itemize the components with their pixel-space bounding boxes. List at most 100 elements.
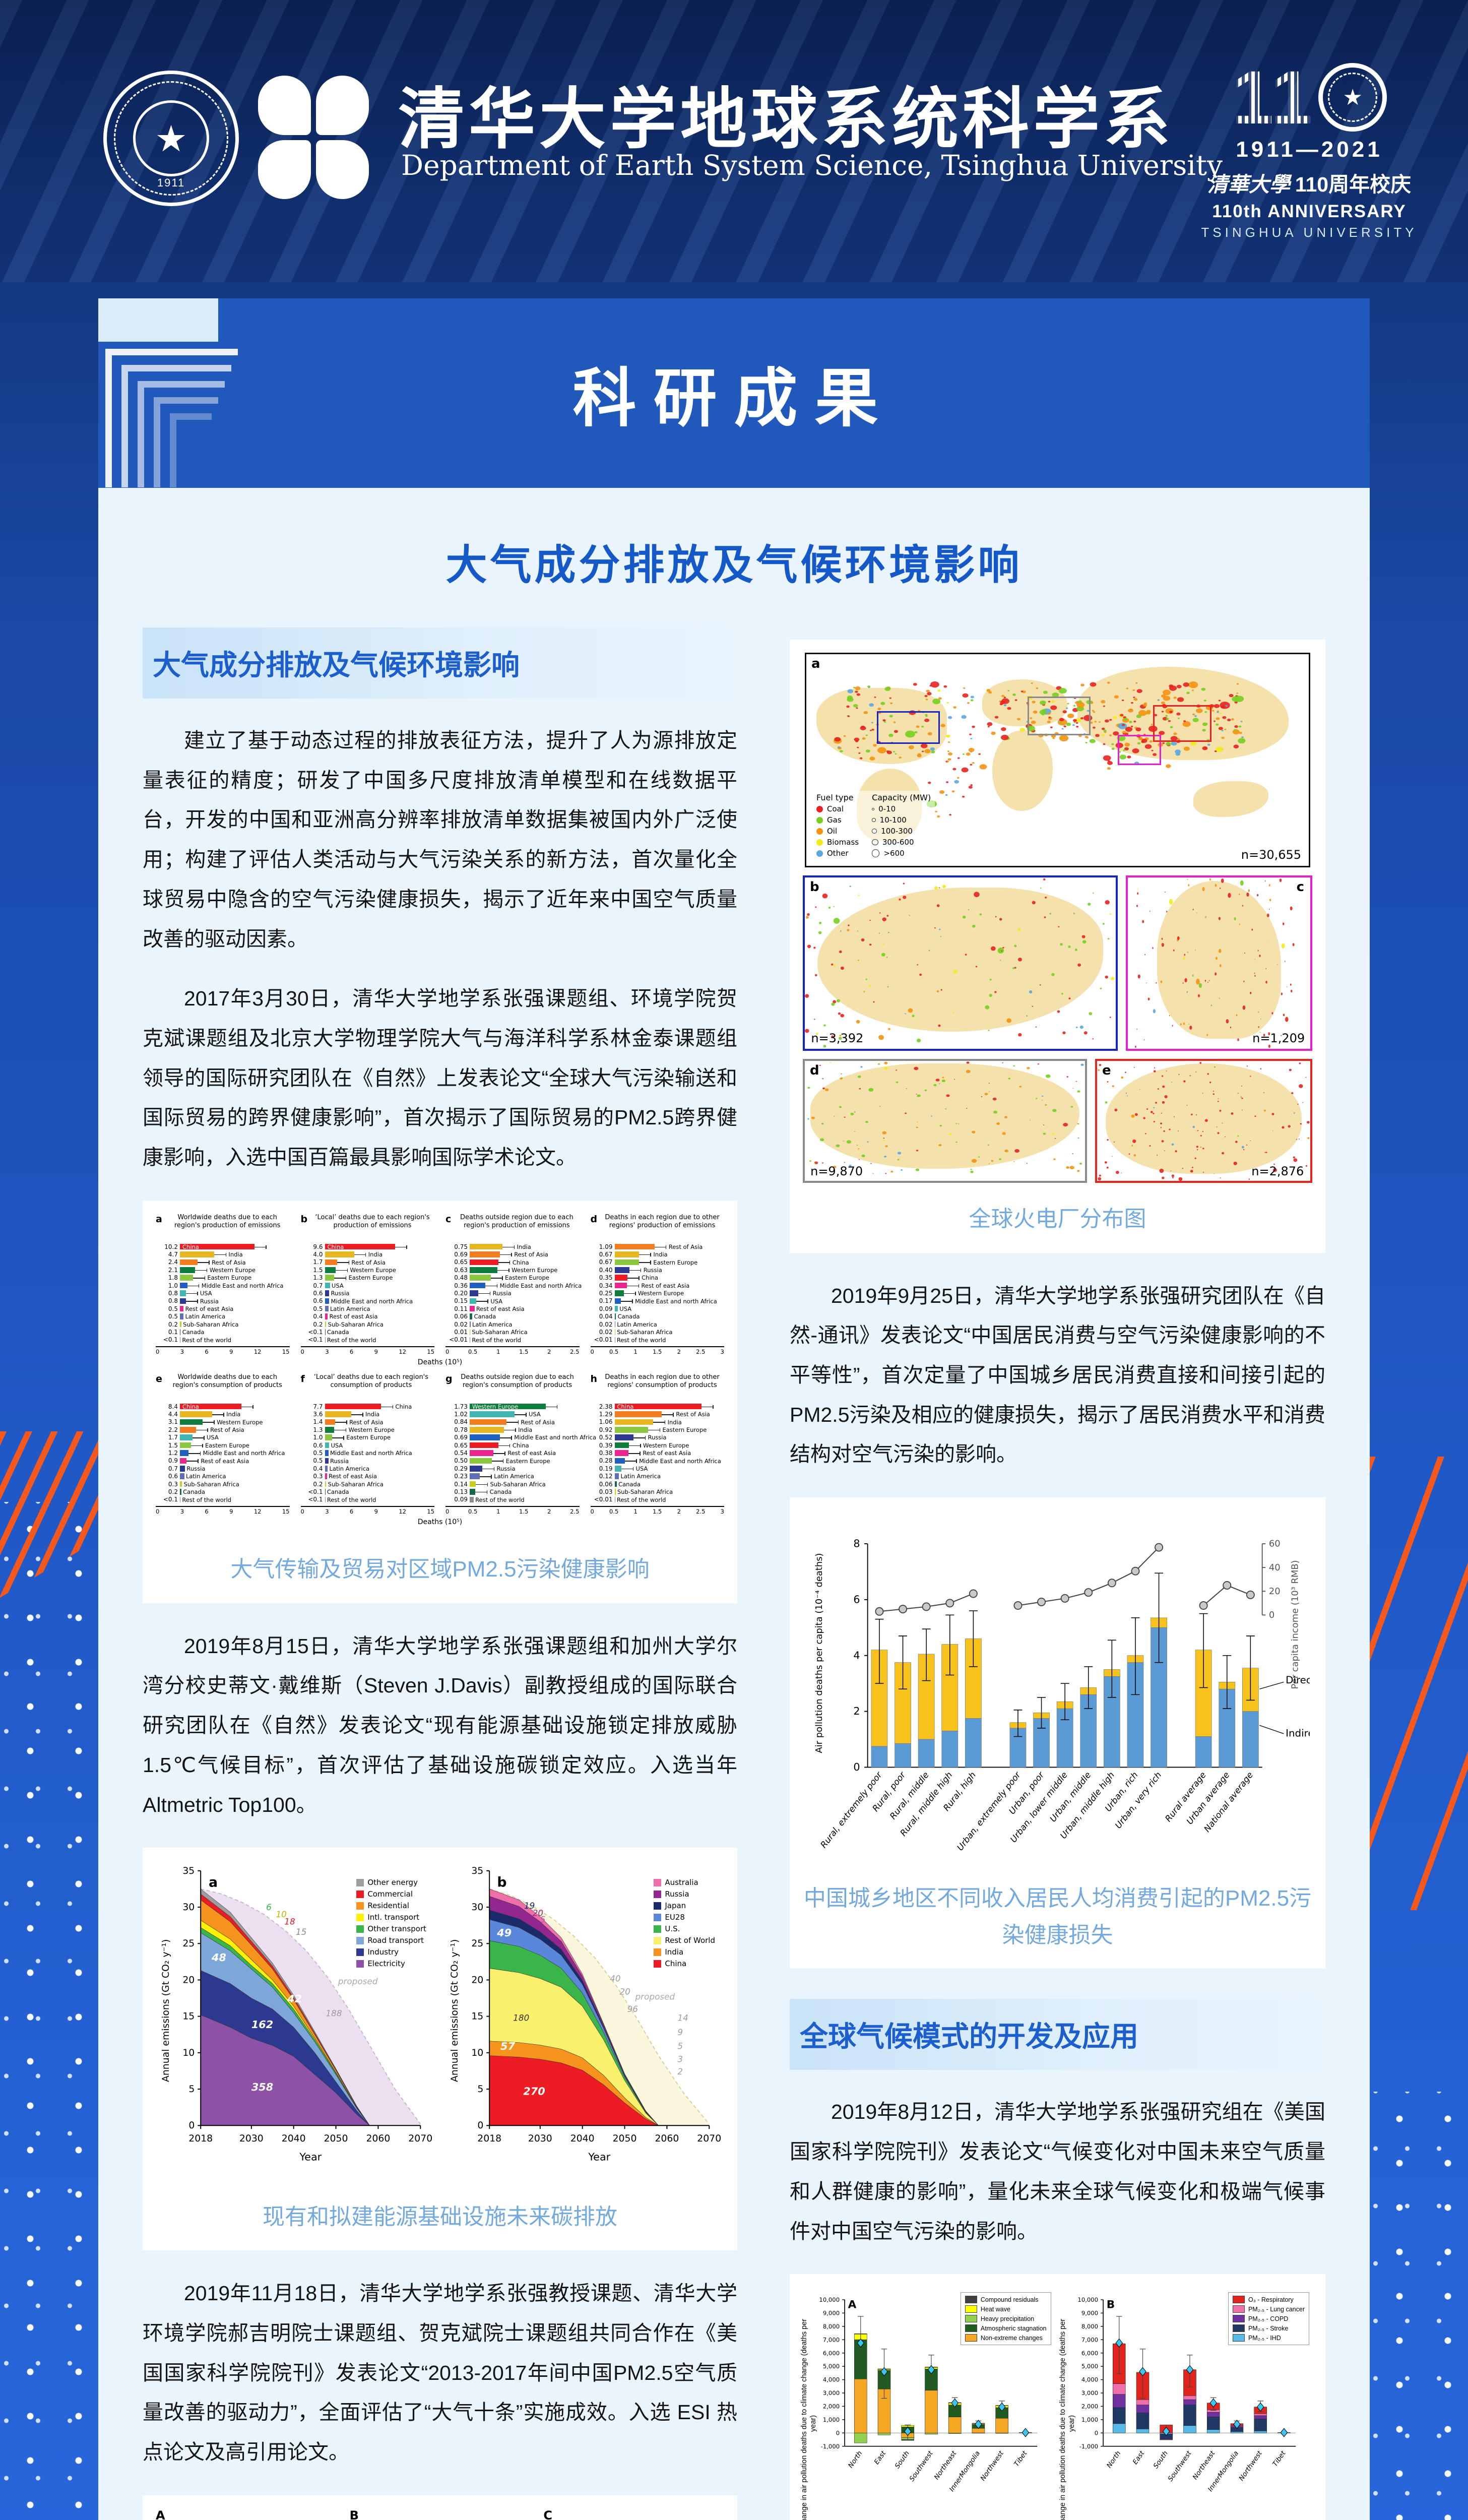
bar-row: <0.1 Rest of the world: [163, 1496, 231, 1503]
bar-row: 0.92 Eastern Europe: [599, 1426, 707, 1434]
map-panel-d: d n=9,870: [803, 1059, 1088, 1183]
bar-row: 1.06 India: [599, 1418, 682, 1426]
bar: [614, 1473, 619, 1479]
bar-row: 0.78 India: [454, 1426, 533, 1434]
svg-text:0: 0: [836, 2430, 840, 2437]
caption-consumption-deaths: 中国城乡地区不同收入居民人均消费引起的PM2.5污染健康损失: [803, 1886, 1312, 1947]
bar: [614, 1267, 629, 1273]
anniversary-seal-icon: ★: [1318, 63, 1387, 132]
bar-row: 0.5 Middle East and north Africa: [313, 1450, 412, 1457]
svg-text:9: 9: [677, 2027, 683, 2037]
anniversary-en: 110th ANNIVERSARY: [1212, 202, 1407, 221]
svg-text:0: 0: [1094, 2430, 1098, 2437]
bar: [470, 1458, 492, 1464]
map-panel-c: c n=1,209: [1125, 875, 1312, 1051]
bar-row: 0.25 Western Europe: [599, 1289, 684, 1297]
svg-text:5: 5: [477, 2084, 483, 2095]
svg-text:5: 5: [540, 1915, 546, 1925]
svg-text:Annual emissions (Gt CO₂ y⁻¹): Annual emissions (Gt CO₂ y⁻¹): [161, 1939, 171, 2082]
bar-row: 1.02 USA: [454, 1411, 541, 1418]
svg-text:6: 6: [266, 1902, 272, 1912]
map-panel-e: e n=2,876: [1095, 1059, 1312, 1183]
bar-row: 1.0 Eastern Europe: [313, 1434, 391, 1441]
svg-text:15: 15: [182, 2011, 195, 2022]
bar-row: 0.65 China: [454, 1258, 529, 1266]
svg-text:5: 5: [188, 2084, 195, 2095]
paragraph-2019-consumption: 2019年9月25日，清华大学地学系张强研究团队在《自然-通讯》发表论文“中国居…: [790, 1284, 1325, 1466]
svg-text:96: 96: [627, 2004, 638, 2014]
svg-text:10,000: 10,000: [1077, 2296, 1098, 2303]
bar-row: <0.01 Rest of the world: [594, 1336, 666, 1344]
bar: [325, 1450, 329, 1456]
lockin-panel-a: 0 5 10 15 20 25 30 35 2018 2030 2040 2050 2060 2070 Ye…: [156, 1861, 435, 2180]
bar-row: 0.40 Russia: [599, 1266, 662, 1274]
anniversary-cn: 清華大學 110周年校庆: [1207, 172, 1412, 197]
svg-text:30: 30: [471, 1902, 483, 1913]
bar: [614, 1313, 616, 1319]
svg-text:Per capita income (10³ RMB): Per capita income (10³ RMB): [1290, 1560, 1300, 1689]
bar: [614, 1442, 629, 1448]
svg-text:4,000: 4,000: [823, 2376, 840, 2383]
svg-text:7,000: 7,000: [823, 2337, 840, 2344]
bar-row: 0.63 Western Europe: [454, 1266, 558, 1274]
svg-text:7,000: 7,000: [1081, 2337, 1098, 2344]
bar: [325, 1298, 330, 1304]
svg-text:B: B: [1106, 2299, 1114, 2311]
bar-row: 0.48 Eastern Europe: [454, 1274, 549, 1282]
bar: [325, 1337, 326, 1343]
trade-panel-h: h Deaths in each region due to other regi…: [590, 1373, 724, 1516]
bar: [180, 1313, 184, 1319]
bar: [470, 1267, 497, 1273]
bar: [180, 1321, 181, 1328]
bar-row: 0.12 Latin America: [599, 1473, 661, 1480]
bar-row: 0.03 Sub-Saharan Africa: [599, 1488, 673, 1496]
svg-text:Northeast: Northeast: [1191, 2449, 1217, 2481]
bar: [325, 1290, 330, 1296]
paragraph-2017-nature: 2017年3月30日，清华大学地学系张强课题组、环境学院贺克斌课题组及北京大学物…: [143, 987, 737, 1169]
trade-panel-f: f ‘Local’ deaths due to each region's con…: [300, 1373, 434, 1516]
bar: [180, 1267, 196, 1273]
bar-row: 1.0 Middle East and north Africa: [168, 1282, 284, 1289]
svg-text:5,000: 5,000: [1081, 2363, 1098, 2370]
svg-text:2018: 2018: [188, 2133, 213, 2144]
bar-row: 0.9 Rest of east Asia: [168, 1457, 249, 1465]
bar-row: 0.75 India: [454, 1243, 531, 1250]
svg-text:57: 57: [500, 2040, 515, 2052]
bar-row: <0.01 Rest of the world: [449, 1336, 521, 1344]
svg-text:East: East: [1131, 2449, 1146, 2466]
content-card: 大气成分排放及气候环境影响 大气成分排放及气候环境影响 建立了基于动态过程的排放…: [98, 488, 1370, 2520]
svg-text:180: 180: [513, 2013, 529, 2023]
bar: [180, 1434, 193, 1440]
svg-text:Rural average: Rural average: [1163, 1770, 1208, 1823]
bar-row: <0.1 Rest of the world: [308, 1496, 376, 1503]
bar: [614, 1466, 622, 1472]
svg-text:Southwest: Southwest: [1167, 2449, 1193, 2483]
page-header: ★ 1911 清华大学地球系统科学系 Department of Earth S…: [0, 0, 1468, 282]
bar-row: 0.02 Latin America: [599, 1320, 657, 1328]
bar: [180, 1305, 184, 1312]
svg-text:North: North: [1105, 2450, 1122, 2470]
svg-text:20: 20: [533, 1908, 543, 1918]
svg-text:proposed: proposed: [338, 1976, 378, 1986]
svg-text:8,000: 8,000: [823, 2323, 840, 2330]
svg-text:6: 6: [853, 1594, 860, 1606]
bar-row: 0.19 USA: [599, 1465, 648, 1473]
svg-text:8,000: 8,000: [1081, 2323, 1098, 2330]
bar: [614, 1450, 629, 1456]
bar-row: 1.5 Eastern Europe: [168, 1441, 249, 1449]
bar: [180, 1259, 198, 1266]
background-texture: [0, 0, 1468, 282]
bar-row: 1.7 Rest of Asia: [313, 1258, 386, 1266]
figure-consumption-deaths: 0 2 4 6 8 0 20 40 60 Per capita income (10³ RMB) A…: [790, 1497, 1325, 1969]
anniversary-years: 1911—2021: [1236, 137, 1383, 162]
caption-trade-health: 大气传输及贸易对区域PM2.5污染健康影响: [230, 1557, 650, 1582]
caption-carbon-lockin: 现有和拟建能源基础设施未来碳排放: [263, 2204, 617, 2229]
trade-panel-d: d Deaths in each region due to other regi…: [590, 1213, 724, 1355]
svg-text:0: 0: [853, 1761, 860, 1773]
bar-row: 1.3 Western Europe: [313, 1426, 395, 1434]
svg-text:42: 42: [287, 1993, 302, 2005]
dess-logo-icon: [258, 76, 369, 199]
bar: [614, 1481, 617, 1487]
paragraph-2019-climate: 2019年8月12日，清华大学地学系张强研究组在《美国国家科学院院刊》发表论文“…: [790, 2100, 1325, 2243]
